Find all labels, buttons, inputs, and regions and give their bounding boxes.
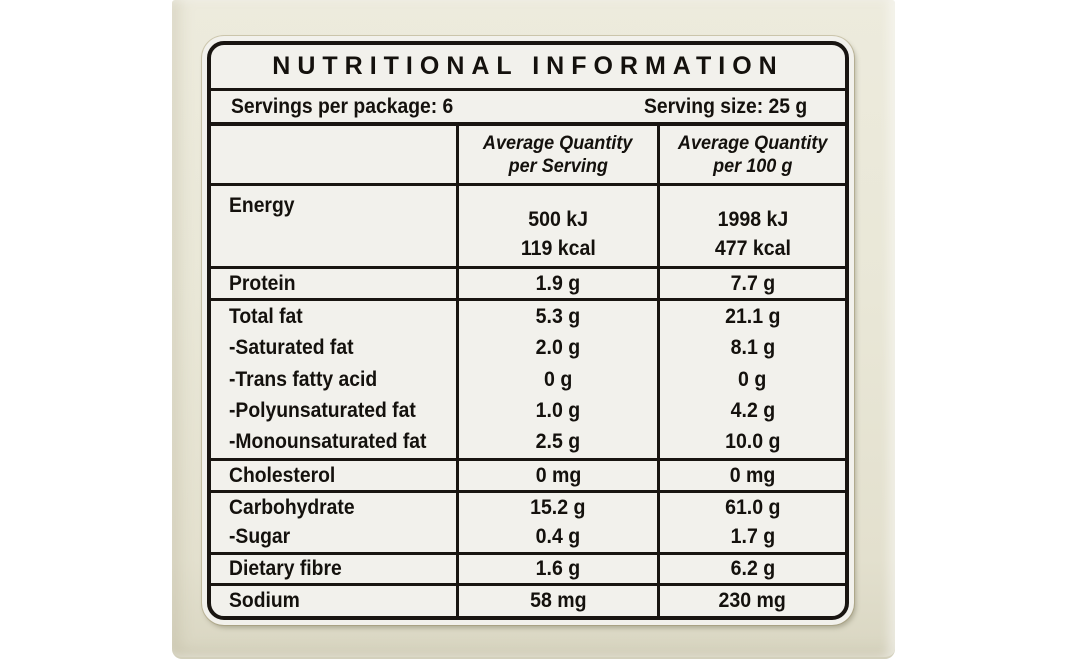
serving-value: 1.0 g	[535, 398, 581, 422]
per100-value: 0 g	[738, 367, 767, 391]
energy-label-cell: Energy	[211, 186, 456, 266]
per100-value: 21.1 g	[724, 304, 781, 328]
serving-value: 2.5 g	[535, 430, 581, 454]
serving-value: 58 mg	[529, 589, 587, 612]
header-empty-cell	[211, 126, 456, 183]
serving-value: 1.9 g	[535, 271, 581, 295]
row-label: Sodium	[229, 589, 300, 612]
table-row-sodium: Sodium 58 mg 230 mg	[211, 583, 845, 616]
row-label: Cholesterol	[229, 463, 336, 487]
serving-value: 0 g	[543, 367, 573, 391]
table-row-dietary-fibre: Dietary fibre 1.6 g 6.2 g	[211, 552, 845, 583]
row-label: -Trans fatty acid	[229, 367, 378, 391]
per100-value: 6.2 g	[730, 557, 775, 580]
header-per-100g-line2: per 100 g	[713, 155, 793, 177]
row-label: Dietary fibre	[229, 557, 342, 580]
serving-value: 0 mg	[535, 463, 581, 487]
per100-value: 0 mg	[729, 463, 776, 487]
energy-per100-kj: 1998 kJ	[717, 207, 788, 231]
fat-per100-cell: 21.1 g 8.1 g 0 g 4.2 g 10.0 g	[657, 301, 845, 458]
header-per-serving-line2: per Serving	[508, 155, 608, 177]
nutrition-label: NUTRITIONAL INFORMATION Servings per pac…	[202, 36, 854, 625]
row-label: Carbohydrate	[229, 495, 355, 519]
table-row-protein: Protein 1.9 g 7.7 g	[211, 266, 845, 298]
row-label: -Sugar	[229, 525, 291, 549]
nutrition-panel: NUTRITIONAL INFORMATION Servings per pac…	[207, 41, 849, 620]
table-row-cholesterol: Cholesterol 0 mg 0 mg	[211, 458, 845, 490]
per100-value: 61.0 g	[724, 495, 781, 519]
energy-per100-cell: 1998 kJ 477 kcal	[657, 186, 845, 266]
row-label: -Saturated fat	[229, 336, 354, 360]
energy-serving-kcal: 119 kcal	[520, 236, 596, 260]
per100-value: 230 mg	[719, 589, 787, 612]
table-header-row: Average Quantity per Serving Average Qua…	[211, 126, 845, 186]
header-per-100g: Average Quantity per 100 g	[657, 126, 845, 183]
carb-serving-cell: 15.2 g 0.4 g	[455, 493, 658, 552]
row-label: Total fat	[229, 304, 303, 328]
per100-value: 7.7 g	[730, 271, 775, 295]
package-surface: NUTRITIONAL INFORMATION Servings per pac…	[172, 0, 895, 659]
table-group-carbohydrate: Carbohydrate -Sugar 15.2 g 0.4 g 61.0 g …	[211, 490, 845, 552]
table-row-energy: Energy 500 kJ 119 kcal 1998 kJ 477 kcal	[211, 186, 845, 266]
serving-value: 15.2 g	[530, 495, 586, 519]
serving-value: 0.4 g	[535, 525, 581, 549]
serving-size: Serving size: 25 g	[643, 94, 807, 118]
row-label: Energy	[229, 194, 295, 217]
serving-value: 2.0 g	[535, 336, 581, 360]
row-label: -Monounsaturated fat	[229, 430, 427, 454]
carb-per100-cell: 61.0 g 1.7 g	[657, 493, 845, 552]
energy-serving-kj: 500 kJ	[528, 207, 588, 231]
per100-value: 10.0 g	[724, 430, 781, 454]
header-per-100g-line1: Average Quantity	[677, 132, 828, 154]
servings-row: Servings per package: 6 Serving size: 25…	[211, 91, 845, 126]
table-group-fat: Total fat -Saturated fat -Trans fatty ac…	[211, 298, 845, 458]
per100-value: 1.7 g	[730, 525, 775, 549]
label-title: NUTRITIONAL INFORMATION	[211, 45, 845, 91]
serving-value: 1.6 g	[535, 557, 581, 580]
serving-value: 5.3 g	[535, 304, 581, 328]
energy-serving-cell: 500 kJ 119 kcal	[455, 186, 658, 266]
per100-value: 4.2 g	[730, 398, 775, 422]
header-per-serving: Average Quantity per Serving	[455, 126, 658, 183]
fat-labels-cell: Total fat -Saturated fat -Trans fatty ac…	[211, 301, 456, 458]
header-per-serving-line1: Average Quantity	[483, 132, 633, 154]
carb-labels-cell: Carbohydrate -Sugar	[211, 493, 456, 552]
row-label: -Polyunsaturated fat	[229, 398, 416, 422]
fat-serving-cell: 5.3 g 2.0 g 0 g 1.0 g 2.5 g	[455, 301, 658, 458]
servings-per-package: Servings per package: 6	[231, 94, 454, 118]
energy-per100-kcal: 477 kcal	[714, 236, 791, 260]
row-label: Protein	[229, 271, 296, 295]
per100-value: 8.1 g	[730, 336, 775, 360]
